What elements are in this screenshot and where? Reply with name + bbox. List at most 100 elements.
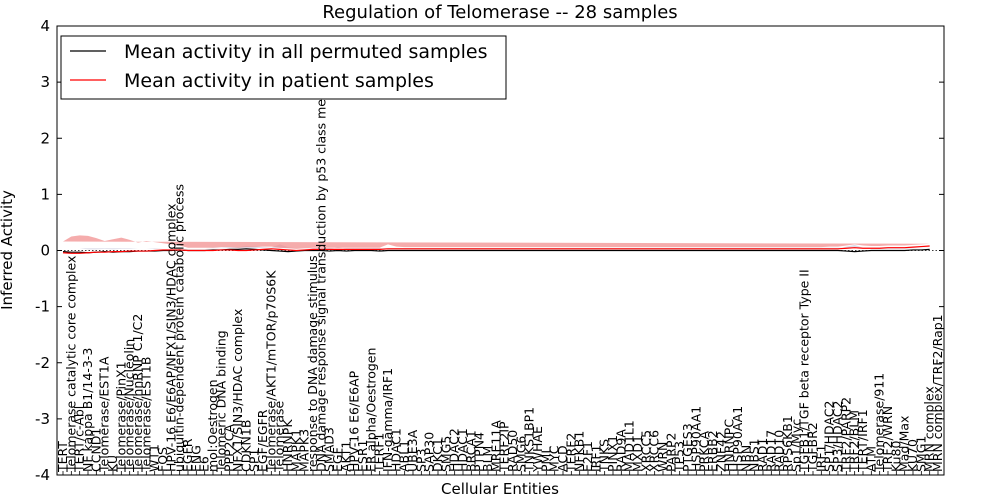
x-tick-label: SP3/HDAC2 xyxy=(830,401,845,472)
x-tick-label: Telomerase/AKT1/mTOR/p70S6K xyxy=(263,270,278,473)
y-tick-label: -2 xyxy=(35,354,50,372)
legend-label-permuted: Mean activity in all permuted samples xyxy=(124,41,487,63)
x-tick-label: NBN xyxy=(738,445,753,472)
x-tick-label: ATM xyxy=(863,446,878,472)
series-line-patient xyxy=(62,245,930,254)
x-tick-label: RAD1 xyxy=(755,438,770,472)
x-tick-label: TERT/c-Abl xyxy=(72,406,87,473)
x-tick-label: HPV-16 E6/E6AP/NFX1/SIN3/HDAC complex xyxy=(163,203,178,472)
x-tick-label: KU70 xyxy=(905,439,920,472)
x-tick-label: Mad/Max xyxy=(897,416,912,472)
x-tick-label: SMAD3 xyxy=(322,427,337,472)
x-tick-label: MYC xyxy=(547,445,562,472)
x-tick-label: TERT xyxy=(55,441,70,473)
x-tick-label: MAPK1 xyxy=(288,429,303,472)
x-tick-label: mol:Oestrogen xyxy=(205,379,220,472)
x-tick-label: NF kappa B1/14-3-3 xyxy=(80,348,95,472)
x-tick-label: HSP90AA1 xyxy=(688,406,703,472)
x-tick-label: Telomerase/EST1A xyxy=(97,356,112,473)
x-tick-label: DKC1 xyxy=(430,438,445,472)
x-tick-label: IRF1 xyxy=(813,444,828,472)
x-tick-label: HNRNPK xyxy=(280,419,295,472)
x-tick-label: XRCC5 xyxy=(638,430,653,472)
x-tick-label: Telomerase/hnRNP C1/C2 xyxy=(130,314,145,473)
x-tick-label: SMG5 xyxy=(438,436,453,472)
x-tick-label: HPV-16 E6/E6AP xyxy=(347,370,362,472)
x-tick-label: CDKN1B xyxy=(238,420,253,472)
x-tick-label: YWHAE xyxy=(530,426,545,473)
x-tick-label: E6 xyxy=(197,456,212,472)
x-tick-label: RAD10 xyxy=(772,430,787,472)
x-tick-label: TRF2/WRN xyxy=(880,406,895,473)
x-tick-label: PRKCA xyxy=(697,431,712,472)
x-tick-label: ubiquitin-dependent protein catabolic pr… xyxy=(172,184,187,472)
x-tick-label: Telomerase/911 xyxy=(872,373,887,473)
x-tick-label: EGFR xyxy=(180,438,195,472)
x-tick-label: NFKB1 xyxy=(572,431,587,472)
x-tick-label: TRF2/BLM xyxy=(847,410,862,473)
x-tick-label: SMG1 xyxy=(913,436,928,472)
y-tick-label: -4 xyxy=(35,466,50,484)
x-tick-label: XRCC6 xyxy=(647,430,662,472)
x-tick-label: Telomerase/EST1B xyxy=(138,357,153,473)
x-tick-label: EGF xyxy=(330,447,345,472)
x-tick-label: Telomerase/PinX1 xyxy=(113,361,128,473)
x-tick-label: Sp1/Myc xyxy=(788,419,803,472)
x-tick-label: ER alpha/Oestrogen xyxy=(363,348,378,472)
x-tick-label: IRF1 xyxy=(588,444,603,472)
legend-box xyxy=(60,35,507,100)
x-tick-label: TNKS xyxy=(597,439,612,473)
x-tick-label: ERBB2 xyxy=(705,430,720,472)
x-axis-title: Cellular Entities xyxy=(441,480,559,498)
x-tick-label: RAD50 xyxy=(505,430,520,472)
x-tick-label: PTPN4 xyxy=(472,432,487,472)
y-tick-label: 2 xyxy=(40,129,50,147)
x-tick-label: MRN complex/TRF2/Rap1 xyxy=(930,314,945,472)
x-tick-label: PTGES3 xyxy=(680,423,695,472)
x-tick-label: NFX1/SIN3/HDAC complex xyxy=(230,309,245,472)
x-tick-label: SP1/HDAC2 xyxy=(822,401,837,472)
y-axis-title: Inferred Activity xyxy=(0,190,16,310)
x-tick-label: NBS1 xyxy=(747,438,762,472)
x-tick-label: PINX1 xyxy=(605,435,620,472)
y-tick-label: 0 xyxy=(40,242,50,260)
x-tick-label: TERF2 xyxy=(563,433,578,473)
x-tick-label: HDAC1 xyxy=(455,428,470,472)
x-tick-label: BRCA1 xyxy=(463,430,478,472)
x-tick-label: AKT1 xyxy=(338,441,353,472)
x-tick-label: TERF1 xyxy=(372,433,387,473)
x-tick-label: ABL1 xyxy=(397,440,412,472)
x-tick-label: TP53 xyxy=(672,441,687,473)
x-tick-label: Telomerase/Nucleolin xyxy=(122,339,137,473)
x-tick-label: TRF2/PARP2 xyxy=(838,397,853,473)
x-tick-label: response to DNA damage stimulus xyxy=(305,255,320,472)
x-tick-label: HDAC1 xyxy=(388,428,403,472)
x-tick-label: UBE3A xyxy=(405,429,420,472)
x-tick-label: HDAC2 xyxy=(447,428,462,472)
x-tick-label: PML xyxy=(538,447,553,472)
x-tick-label: ACD xyxy=(555,445,570,472)
x-tick-label: KU xyxy=(105,455,120,472)
x-tick-label: MRE11A xyxy=(488,420,503,472)
x-tick-label: Telomerase xyxy=(272,400,287,473)
x-tick-label: TERT/IRF1 xyxy=(855,409,870,473)
x-tick-label: Telomeric DNA binding xyxy=(213,330,228,473)
x-tick-label: HNRNPC xyxy=(722,419,737,472)
x-tick-label: HSP90AA1 xyxy=(730,406,745,472)
legend-label-patient: Mean activity in patient samples xyxy=(124,70,434,92)
x-tick-label: EGF/EGFR xyxy=(255,409,270,472)
bands-layer xyxy=(63,235,930,250)
patient-spread-band xyxy=(63,235,930,249)
y-tick-layer: -4 -3 -2 -1 0 1 2 3 4 xyxy=(35,17,944,484)
x-tick-label: TGFB1/TGF beta receptor Type II xyxy=(797,269,812,473)
x-tick-label: E2F1 xyxy=(580,441,595,472)
x-tick-label: MXD1 xyxy=(630,435,645,472)
x-tick-label: DNA damage response signal transduction … xyxy=(313,61,328,472)
x-tick-label: SMG6 xyxy=(513,436,528,472)
x-tick-label: PPP2CA xyxy=(222,424,237,472)
x-tick-label: FOS xyxy=(155,447,170,472)
x-tick-label: ENG xyxy=(188,445,203,472)
y-tick-label: -1 xyxy=(35,298,50,316)
